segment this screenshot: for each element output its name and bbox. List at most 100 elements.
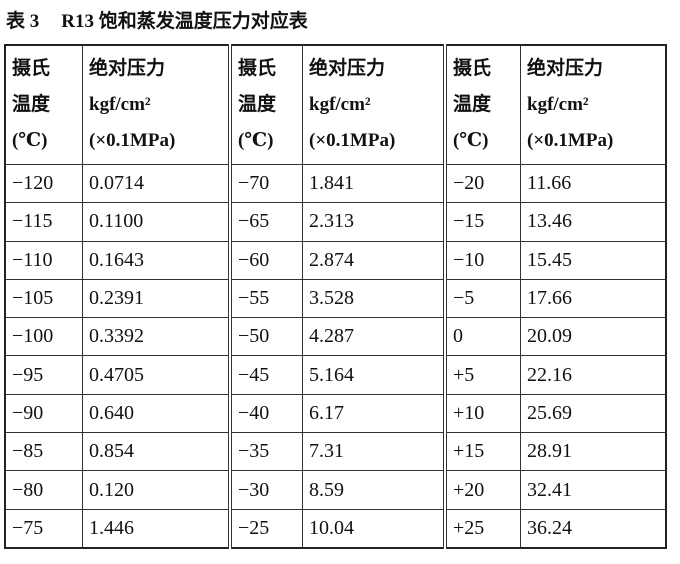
header-line: (℃) bbox=[453, 130, 489, 151]
cell: 32.41 bbox=[520, 470, 667, 510]
cell: −90 bbox=[4, 393, 83, 434]
cell: −115 bbox=[4, 202, 83, 242]
data-row: −95 0.4705 −45 5.164 +5 22.16 bbox=[4, 355, 667, 395]
title: 表 3 R13 饱和蒸发温度压力对应表 bbox=[6, 6, 330, 33]
cell: 0.120 bbox=[82, 470, 231, 510]
cell: +5 bbox=[443, 355, 521, 395]
header-line: kgf/cm² bbox=[309, 94, 371, 115]
header-line: 摄氏 bbox=[12, 58, 51, 79]
header-cell: 摄氏温度 (℃) bbox=[443, 44, 521, 165]
header-line: 摄氏 bbox=[453, 58, 492, 79]
cell: 17.66 bbox=[520, 278, 667, 319]
data-row: −115 0.1100 −65 2.313 −15 13.46 bbox=[4, 202, 667, 242]
header-row: 摄氏温度 (℃) 绝对压力 kgf/cm² (×0.1MPa) 摄氏温度 (℃) 绝对压力 kg… bbox=[4, 44, 667, 165]
cell: 15.45 bbox=[520, 240, 667, 280]
header-line: (℃) bbox=[238, 130, 274, 151]
cell: 6.17 bbox=[302, 393, 446, 434]
cell: −30 bbox=[228, 470, 303, 510]
cell: −105 bbox=[4, 278, 83, 319]
header-line: 温度 bbox=[238, 94, 277, 115]
cell: 0.1643 bbox=[82, 240, 231, 280]
cell: −65 bbox=[228, 202, 303, 242]
header-cell: 摄氏温度 (℃) bbox=[228, 44, 303, 165]
cell: 28.91 bbox=[520, 432, 667, 472]
cell: 5.164 bbox=[302, 355, 446, 395]
data-row: −90 0.640 −40 6.17 +10 25.69 bbox=[4, 393, 667, 434]
cell: 25.69 bbox=[520, 393, 667, 434]
header-line: 绝对压力 bbox=[527, 58, 604, 79]
cell: −5 bbox=[443, 278, 521, 319]
cell: −95 bbox=[4, 355, 83, 395]
cell: −35 bbox=[228, 432, 303, 472]
data-row: −105 0.2391 −55 3.528 −5 17.66 bbox=[4, 278, 667, 319]
cell: −55 bbox=[228, 278, 303, 319]
cell: 20.09 bbox=[520, 317, 667, 357]
cell: 0.854 bbox=[82, 432, 231, 472]
data-row: −85 0.854 −35 7.31 +15 28.91 bbox=[4, 432, 667, 472]
cell: 2.313 bbox=[302, 202, 446, 242]
cell: 22.16 bbox=[520, 355, 667, 395]
cell: −50 bbox=[228, 317, 303, 357]
header-line: (×0.1MPa) bbox=[89, 130, 176, 151]
data-row: −110 0.1643 −60 2.874 −10 15.45 bbox=[4, 240, 667, 280]
cell: 1.446 bbox=[82, 508, 231, 549]
cell: −45 bbox=[228, 355, 303, 395]
data-row: −75 1.446 −25 10.04 +25 36.24 bbox=[4, 508, 667, 549]
cell: 11.66 bbox=[520, 163, 667, 204]
header-cell: 摄氏温度 (℃) bbox=[4, 44, 83, 165]
cell: 0 bbox=[443, 317, 521, 357]
cell: 2.874 bbox=[302, 240, 446, 280]
cell: −75 bbox=[4, 508, 83, 549]
cell: +20 bbox=[443, 470, 521, 510]
cell: 10.04 bbox=[302, 508, 446, 549]
header-line: 摄氏 bbox=[238, 58, 277, 79]
header-line: 绝对压力 bbox=[89, 58, 166, 79]
cell: −70 bbox=[228, 163, 303, 204]
cell: 36.24 bbox=[520, 508, 667, 549]
cell: 0.4705 bbox=[82, 355, 231, 395]
data-row: −80 0.120 −30 8.59 +20 32.41 bbox=[4, 470, 667, 510]
cell: −20 bbox=[443, 163, 521, 204]
cell: −40 bbox=[228, 393, 303, 434]
cell: 3.528 bbox=[302, 278, 446, 319]
cell: 0.640 bbox=[82, 393, 231, 434]
cell: −15 bbox=[443, 202, 521, 242]
cell: 0.0714 bbox=[82, 163, 231, 204]
cell: 7.31 bbox=[302, 432, 446, 472]
header-line: 温度 bbox=[12, 94, 51, 115]
cell: −85 bbox=[4, 432, 83, 472]
data-row: −100 0.3392 −50 4.287 0 20.09 bbox=[4, 317, 667, 357]
header-line: kgf/cm² bbox=[527, 94, 589, 115]
header-line: (℃) bbox=[12, 130, 48, 151]
header-line: 温度 bbox=[453, 94, 492, 115]
cell: 4.287 bbox=[302, 317, 446, 357]
title-text: R13 饱和蒸发温度压力对应表 bbox=[61, 11, 308, 32]
cell: 0.3392 bbox=[82, 317, 231, 357]
header-cell: 绝对压力 kgf/cm² (×0.1MPa) bbox=[302, 44, 446, 165]
data-row: −120 0.0714 −70 1.841 −20 11.66 bbox=[4, 163, 667, 204]
cell: −80 bbox=[4, 470, 83, 510]
cell: 1.841 bbox=[302, 163, 446, 204]
cell: +15 bbox=[443, 432, 521, 472]
cell: 8.59 bbox=[302, 470, 446, 510]
header-line: kgf/cm² bbox=[89, 94, 151, 115]
title-label: 表 3 bbox=[6, 11, 40, 32]
header-cell: 绝对压力 kgf/cm² (×0.1MPa) bbox=[520, 44, 667, 165]
cell: −25 bbox=[228, 508, 303, 549]
cell: 13.46 bbox=[520, 202, 667, 242]
pressure-table: 摄氏温度 (℃) 绝对压力 kgf/cm² (×0.1MPa) 摄氏温度 (℃) 绝对压力 kg… bbox=[4, 44, 667, 549]
cell: −110 bbox=[4, 240, 83, 280]
cell: −60 bbox=[228, 240, 303, 280]
cell: −120 bbox=[4, 163, 83, 204]
cell: 0.1100 bbox=[82, 202, 231, 242]
header-cell: 绝对压力 kgf/cm² (×0.1MPa) bbox=[82, 44, 231, 165]
cell: +10 bbox=[443, 393, 521, 434]
cell: −100 bbox=[4, 317, 83, 357]
cell: 0.2391 bbox=[82, 278, 231, 319]
header-line: 绝对压力 bbox=[309, 58, 386, 79]
header-line: (×0.1MPa) bbox=[527, 130, 614, 151]
cell: +25 bbox=[443, 508, 521, 549]
cell: −10 bbox=[443, 240, 521, 280]
header-line: (×0.1MPa) bbox=[309, 130, 396, 151]
